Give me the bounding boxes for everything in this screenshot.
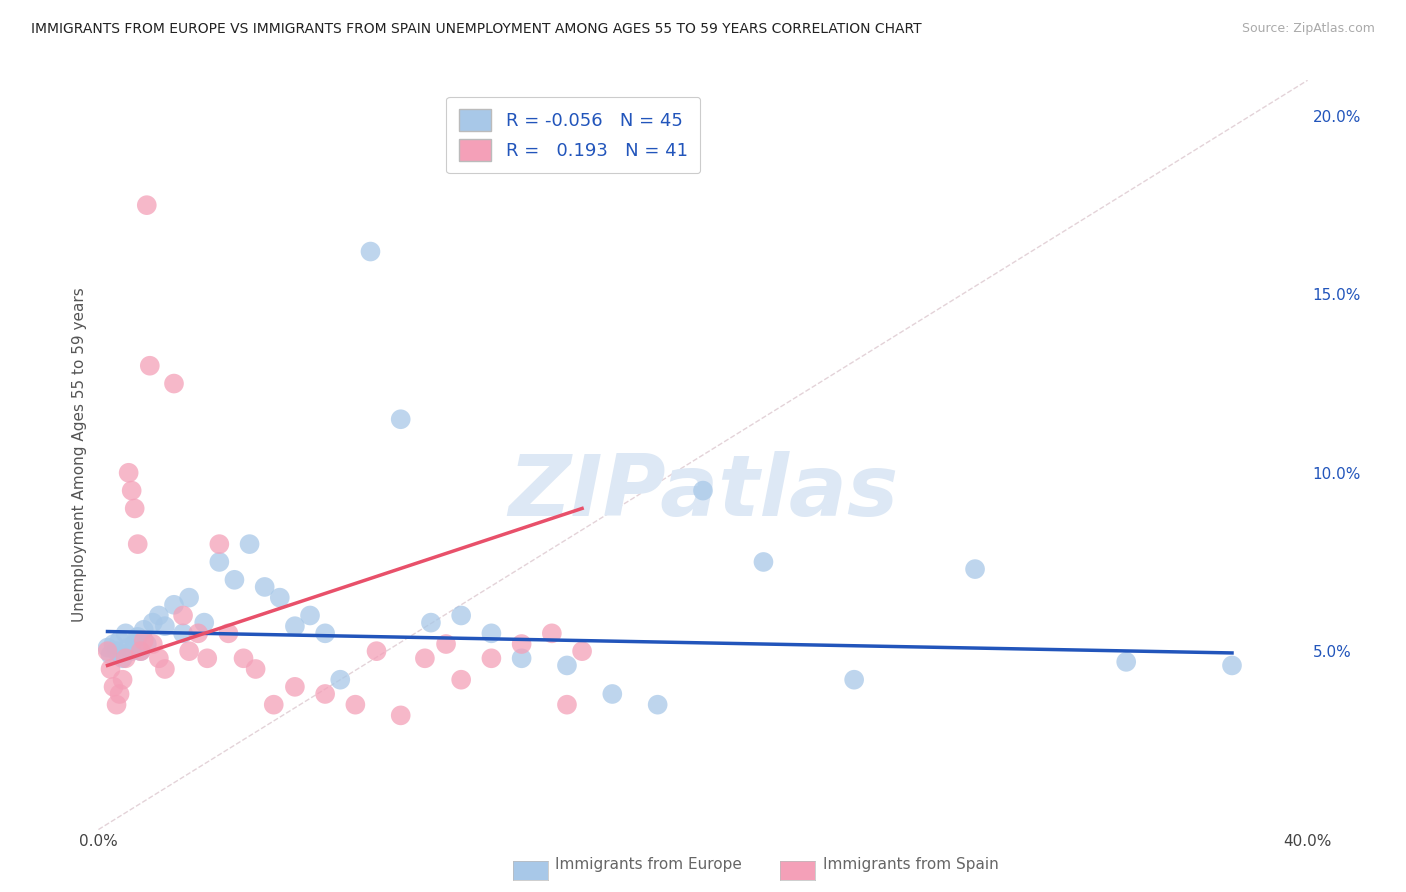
Point [114, 651, 136, 665]
Point [329, 673, 352, 687]
Point [118, 466, 141, 480]
Text: ZIPatlas: ZIPatlas [508, 450, 898, 534]
Point [481, 651, 503, 665]
Point [389, 412, 412, 426]
Point [118, 640, 141, 655]
Point [263, 698, 285, 712]
Point [148, 651, 170, 665]
Point [114, 626, 136, 640]
Point [179, 591, 201, 605]
Point [187, 626, 209, 640]
Point [540, 626, 562, 640]
Point [555, 658, 578, 673]
Point [135, 198, 157, 212]
Point [208, 537, 231, 551]
Point [314, 687, 336, 701]
Point [179, 644, 201, 658]
Point [163, 376, 186, 391]
Legend: R = -0.056   N = 45, R =   0.193   N = 41: R = -0.056 N = 45, R = 0.193 N = 41 [446, 97, 700, 173]
Point [239, 537, 262, 551]
Point [965, 562, 987, 576]
Point [127, 537, 149, 551]
Point [139, 359, 162, 373]
Point [142, 615, 165, 630]
Point [111, 651, 134, 665]
Point [148, 608, 170, 623]
Point [450, 608, 472, 623]
Point [100, 648, 122, 662]
Point [132, 633, 155, 648]
Point [1115, 655, 1137, 669]
Point [245, 662, 267, 676]
Point [124, 501, 146, 516]
Point [217, 626, 239, 640]
Point [96, 640, 118, 655]
Point [344, 698, 367, 712]
Point [129, 644, 152, 658]
Text: IMMIGRANTS FROM EUROPE VS IMMIGRANTS FROM SPAIN UNEMPLOYMENT AMONG AGES 55 TO 59: IMMIGRANTS FROM EUROPE VS IMMIGRANTS FRO… [31, 22, 921, 37]
Point [124, 637, 146, 651]
Point [284, 680, 307, 694]
Point [127, 630, 149, 644]
Point [135, 637, 157, 651]
Point [434, 637, 457, 651]
Point [360, 244, 382, 259]
Point [105, 644, 128, 658]
Point [602, 687, 624, 701]
Point [111, 673, 134, 687]
Point [96, 644, 118, 658]
Point [752, 555, 775, 569]
Point [389, 708, 412, 723]
Point [647, 698, 669, 712]
Y-axis label: Unemployment Among Ages 55 to 59 years: Unemployment Among Ages 55 to 59 years [72, 287, 87, 623]
Point [163, 598, 186, 612]
Point [1220, 658, 1243, 673]
Point [224, 573, 246, 587]
Point [172, 608, 194, 623]
Point [193, 615, 215, 630]
Point [208, 555, 231, 569]
Point [253, 580, 276, 594]
Text: Immigrants from Spain: Immigrants from Spain [823, 857, 998, 872]
Point [555, 698, 578, 712]
Point [366, 644, 388, 658]
Point [571, 644, 593, 658]
Point [510, 651, 533, 665]
Point [132, 623, 155, 637]
Text: Source: ZipAtlas.com: Source: ZipAtlas.com [1241, 22, 1375, 36]
Point [103, 637, 125, 651]
Point [100, 662, 122, 676]
Point [481, 626, 503, 640]
Point [420, 615, 443, 630]
Point [105, 698, 128, 712]
Point [450, 673, 472, 687]
Point [284, 619, 307, 633]
Point [844, 673, 866, 687]
Point [413, 651, 436, 665]
Point [232, 651, 254, 665]
Point [108, 687, 131, 701]
Point [103, 680, 125, 694]
Point [129, 644, 152, 658]
Point [510, 637, 533, 651]
Point [153, 619, 176, 633]
Point [692, 483, 714, 498]
Point [121, 644, 143, 658]
Point [299, 608, 322, 623]
Point [108, 633, 131, 648]
Point [195, 651, 218, 665]
Point [153, 662, 176, 676]
Point [121, 483, 143, 498]
Point [172, 626, 194, 640]
Text: Immigrants from Europe: Immigrants from Europe [555, 857, 742, 872]
Point [142, 637, 165, 651]
Point [314, 626, 336, 640]
Point [269, 591, 291, 605]
